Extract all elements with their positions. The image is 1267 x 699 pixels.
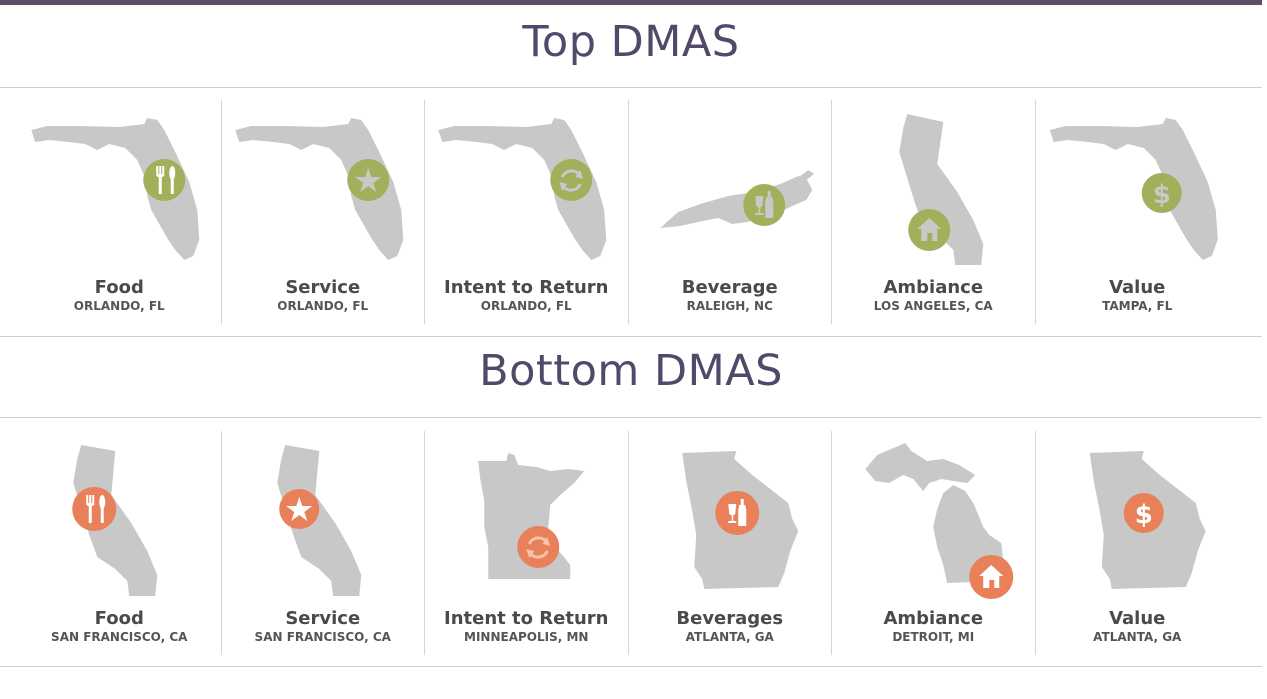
svg-text:$: $ (1134, 500, 1152, 530)
bottom-card-intent-to-return: Intent to Return MINNEAPOLIS, MN (425, 431, 629, 655)
card-location: ORLANDO, FL (480, 299, 572, 313)
refresh-icon (517, 526, 560, 568)
top-card-intent-to-return: Intent to Return ORLANDO, FL (425, 100, 629, 324)
utensils-icon (72, 487, 117, 531)
bottom-card-beverages: Beverages ATLANTA, GA (629, 431, 832, 655)
divider (0, 666, 1262, 667)
florida-map: $ (1036, 100, 1240, 275)
top-section-title: Top DMAS (522, 17, 740, 67)
bottle-glass-icon (714, 491, 759, 535)
bottom-card-ambiance: Ambiance DETROIT, MI (832, 431, 1036, 655)
north-carolina-map (629, 100, 832, 275)
card-category: Beverage (681, 277, 778, 298)
california-map (222, 431, 425, 606)
minnesota-map (425, 431, 628, 606)
divider (0, 417, 1262, 418)
home-icon (908, 209, 951, 251)
bottom-card-food: Food SAN FRANCISCO, CA (18, 431, 222, 655)
svg-text:$: $ (1152, 180, 1170, 210)
bottom-section-title: Bottom DMAS (479, 346, 783, 396)
card-location: SAN FRANCISCO, CA (51, 630, 188, 644)
florida-map (222, 100, 425, 275)
card-category: Intent to Return (444, 277, 609, 298)
card-category: Service (285, 277, 361, 298)
bottle-glass-icon (742, 184, 785, 226)
card-category: Service (285, 608, 361, 629)
card-category: Food (94, 608, 144, 629)
top-accent-bar (0, 0, 1262, 5)
top-card-ambiance: Ambiance LOS ANGELES, CA (832, 100, 1036, 324)
card-location: MINNEAPOLIS, MN (464, 630, 589, 644)
california-map (18, 431, 221, 606)
georgia-map (629, 431, 832, 606)
card-category: Value (1109, 608, 1166, 629)
card-location: RALEIGH, NC (686, 299, 773, 313)
refresh-icon (550, 159, 593, 201)
card-location: ATLANTA, GA (685, 630, 774, 644)
florida-map (425, 100, 628, 275)
star-icon (346, 159, 389, 201)
utensils-icon (143, 159, 186, 201)
card-location: SAN FRANCISCO, CA (254, 630, 391, 644)
top-card-food: Food ORLANDO, FL (18, 100, 222, 324)
california-map (832, 100, 1035, 275)
georgia-map: $ (1036, 431, 1240, 606)
card-category: Value (1109, 277, 1166, 298)
top-card-service: Service ORLANDO, FL (222, 100, 425, 324)
divider (0, 336, 1262, 337)
top-card-value: $ Value TAMPA, FL (1036, 100, 1240, 324)
dollar-icon: $ (1141, 173, 1182, 213)
michigan-map (832, 431, 1035, 606)
florida-map (18, 100, 221, 275)
bottom-card-value: $ Value ATLANTA, GA (1036, 431, 1240, 655)
bottom-card-service: Service SAN FRANCISCO, CA (222, 431, 425, 655)
card-category: Ambiance (883, 277, 984, 298)
home-icon (969, 555, 1014, 599)
top-card-beverage: Beverage RALEIGH, NC (629, 100, 832, 324)
card-location: ORLANDO, FL (73, 299, 165, 313)
card-location: ATLANTA, GA (1093, 630, 1182, 644)
card-category: Ambiance (883, 608, 984, 629)
bottom-cards-row: Food SAN FRANCISCO, CA Service SAN FRANC… (18, 431, 1254, 655)
card-category: Beverages (676, 608, 784, 629)
card-location: ORLANDO, FL (277, 299, 369, 313)
card-category: Food (94, 277, 144, 298)
top-cards-row: Food ORLANDO, FL Service ORLANDO, FL Int… (18, 100, 1254, 324)
card-location: LOS ANGELES, CA (873, 299, 993, 313)
divider (0, 87, 1262, 88)
dollar-icon: $ (1123, 493, 1164, 533)
card-location: DETROIT, MI (892, 630, 975, 644)
star-icon (278, 489, 319, 529)
card-location: TAMPA, FL (1102, 299, 1173, 313)
card-category: Intent to Return (444, 608, 609, 629)
